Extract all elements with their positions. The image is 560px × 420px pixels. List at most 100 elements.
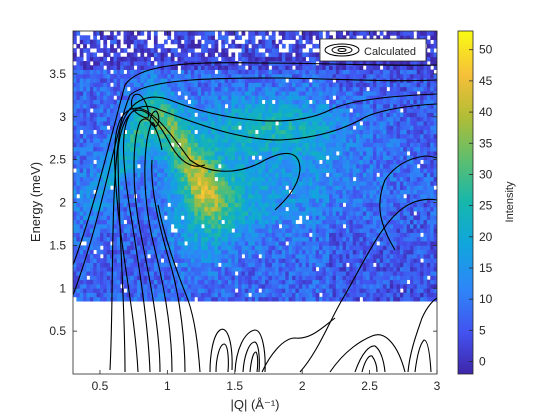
heatmap-cell [76,99,81,105]
heatmap-cell [106,288,111,293]
heatmap-cell [271,189,276,195]
heatmap-cell [349,271,354,276]
heatmap-cell [352,129,357,135]
heatmap-cell [177,258,182,263]
heatmap-cell [140,219,145,225]
heatmap-cell [339,223,344,229]
heatmap-cell [322,99,327,105]
heatmap-cell [93,211,97,216]
heatmap-cell [258,112,263,118]
heatmap-cell [268,296,273,302]
heatmap-cell [214,121,219,126]
heatmap-cell [89,138,94,143]
heatmap-cell [251,249,256,255]
heatmap-cell [197,159,202,165]
heatmap-cell [150,189,155,195]
heatmap-cell [275,99,279,105]
heatmap-cell [244,48,249,53]
heatmap-cell [207,241,212,246]
heatmap-cell [315,65,320,70]
heatmap-cell [261,181,266,186]
heatmap-cell [177,99,182,105]
heatmap-cell [86,146,91,152]
heatmap-cell [86,258,91,263]
heatmap-cell [295,78,300,83]
heatmap-cell [231,116,236,122]
heatmap-cell [214,151,219,156]
heatmap-cell [190,108,195,113]
heatmap-cell [352,215,357,221]
heatmap-cell [126,219,131,225]
heatmap-cell [190,99,195,105]
heatmap-cell [288,91,293,96]
heatmap-cell [298,232,303,238]
heatmap-cell [295,108,300,113]
heatmap-cell [288,69,293,75]
heatmap-cell [126,116,131,122]
heatmap-cell [244,296,249,302]
heatmap-cell [292,151,296,156]
heatmap-cell [231,69,236,75]
heatmap-cell [308,31,313,36]
heatmap-cell [231,91,236,96]
heatmap-cell [180,99,185,105]
heatmap-cell [140,253,145,259]
heatmap-cell [339,172,344,178]
heatmap-cell [281,86,286,92]
heatmap-cell [153,116,158,122]
heatmap-cell [271,52,276,58]
heatmap-cell [140,48,145,53]
heatmap-cell [268,82,273,88]
heatmap-cell [244,43,249,49]
heatmap-cell [238,198,242,203]
heatmap-cell [302,142,306,148]
heatmap-cell [248,142,253,148]
heatmap-cell [99,65,104,70]
heatmap-cell [234,151,239,156]
heatmap-cell [255,48,259,53]
heatmap-cell [194,258,199,263]
heatmap-cell [120,181,124,186]
heatmap-cell [231,39,236,45]
heatmap-cell [167,181,172,186]
heatmap-cell [288,138,293,143]
heatmap-cell [120,206,124,212]
heatmap-cell [231,198,236,203]
heatmap-cell [157,228,162,233]
heatmap-cell [96,146,101,152]
heatmap-cell [315,176,320,182]
heatmap-cell [298,121,303,126]
heatmap-cell [312,219,317,225]
heatmap-cell [83,253,87,259]
heatmap-cell [170,211,175,216]
heatmap-cell [99,228,104,233]
heatmap-cell [153,283,158,289]
heatmap-cell [126,39,131,45]
heatmap-cell [143,86,148,92]
heatmap-cell [197,249,202,255]
heatmap-cell [295,206,300,212]
heatmap-cell [211,193,215,199]
heatmap-cell [157,176,162,182]
heatmap-cell [339,61,344,66]
heatmap-cell [346,95,350,100]
heatmap-cell [275,116,279,122]
heatmap-cell [106,82,111,88]
heatmap-cell [312,108,317,113]
heatmap-cell [93,198,97,203]
heatmap-cell [231,86,236,92]
heatmap-cell [342,193,347,199]
heatmap-cell [349,133,354,139]
heatmap-cell [143,112,148,118]
heatmap-cell [140,146,145,152]
heatmap-cell [79,211,84,216]
heatmap-cell [312,262,317,268]
heatmap-cell [126,65,131,70]
heatmap-cell [217,99,222,105]
heatmap-cell [221,138,226,143]
heatmap-cell [103,168,108,173]
heatmap-cell [255,91,259,96]
heatmap-cell [224,138,229,143]
heatmap-cell [120,163,124,169]
heatmap-cell [275,78,279,83]
